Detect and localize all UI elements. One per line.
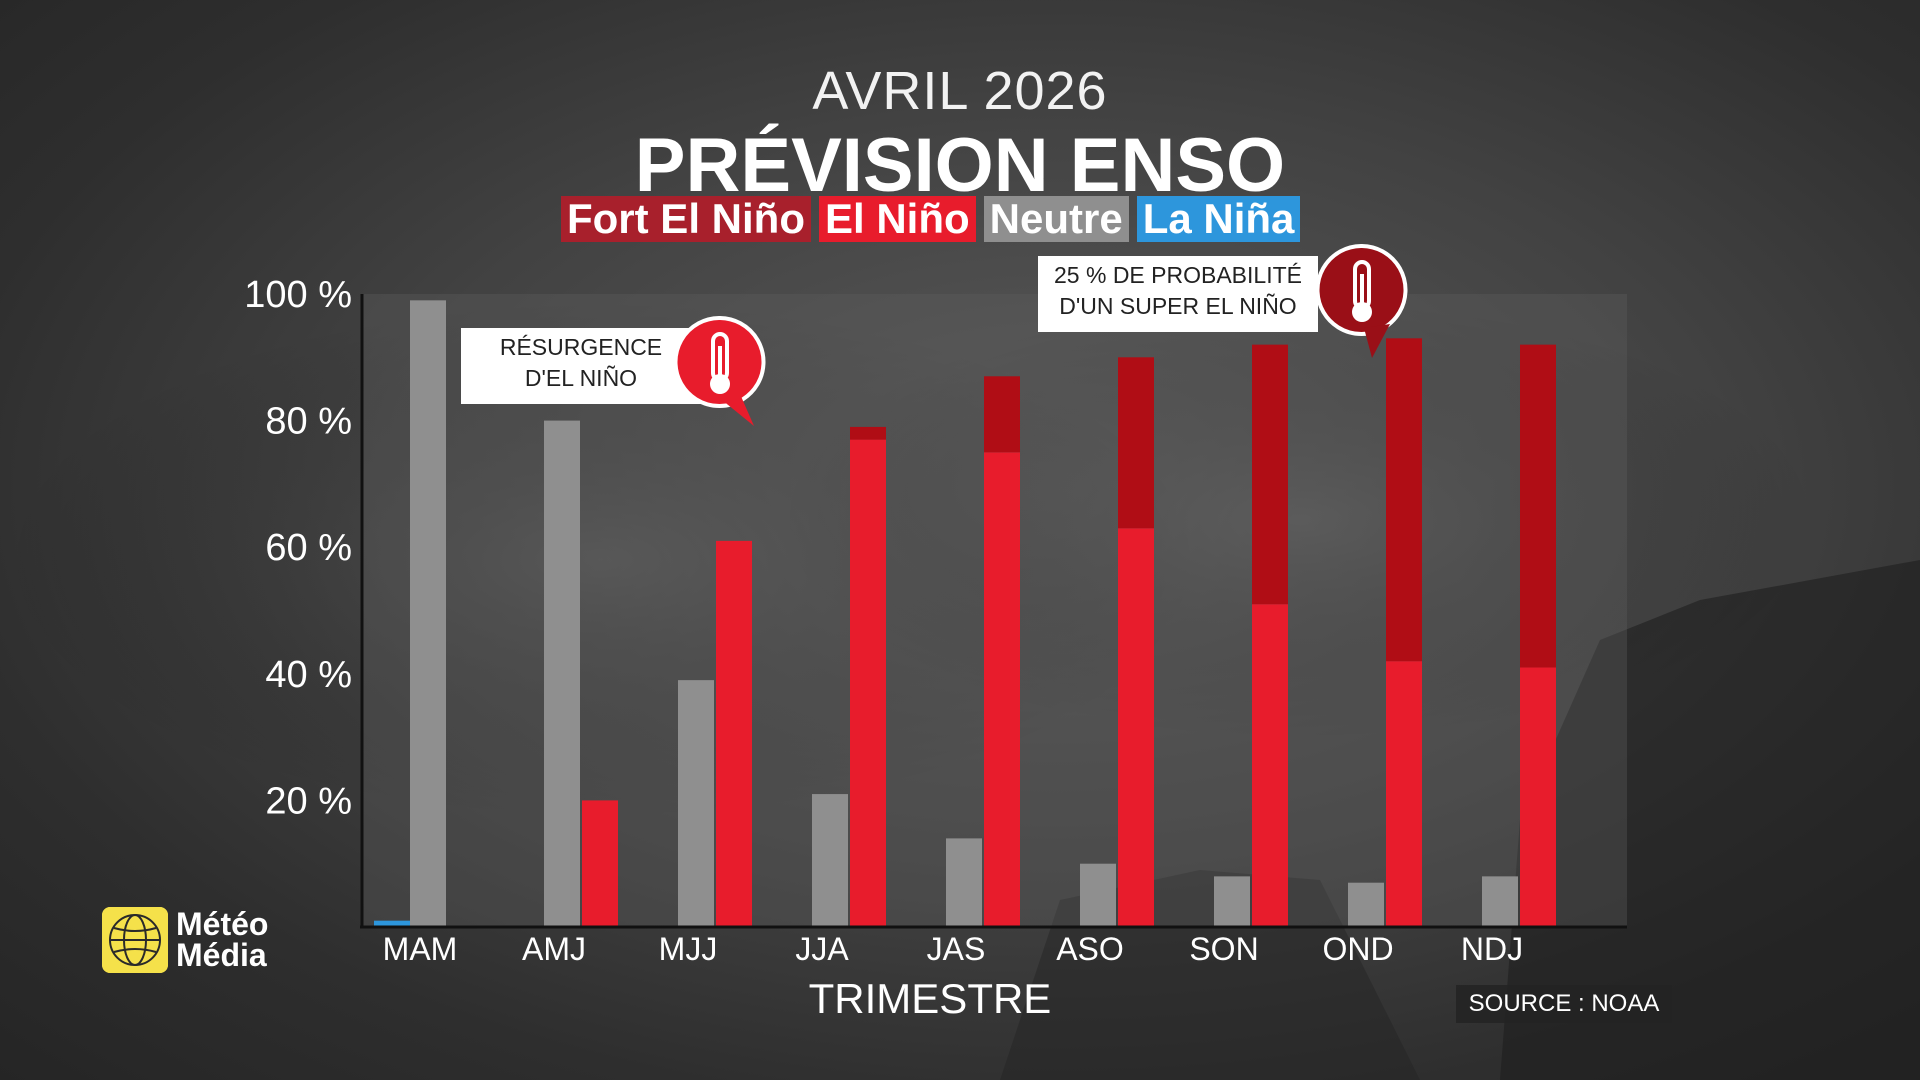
callout-resurgence: RÉSURGENCE D'EL NIÑO bbox=[461, 328, 701, 404]
source-label: SOURCE : NOAA bbox=[1456, 985, 1672, 1023]
globe-icon bbox=[102, 907, 168, 973]
x-tick-label: AMJ bbox=[522, 931, 586, 967]
bar-la-nina-mam bbox=[374, 920, 410, 927]
bar-el-nino-son bbox=[1252, 604, 1288, 927]
y-tick-label: 100 % bbox=[244, 274, 352, 316]
bar-el-nino-mjj bbox=[716, 540, 752, 927]
y-tick-label: 20 % bbox=[265, 780, 352, 822]
bar-neutre-mjj bbox=[678, 680, 714, 927]
bar-el-nino-ndj bbox=[1520, 667, 1556, 927]
bar-el-nino-jja bbox=[850, 439, 886, 927]
brand-name: Météo Média bbox=[176, 906, 269, 973]
bar-fort-el-nino-ndj bbox=[1520, 344, 1556, 668]
thermometer-icon bbox=[673, 316, 766, 426]
callout-super-el-nino: 25 % DE PROBABILITÉ D'UN SUPER EL NIÑO bbox=[1038, 256, 1318, 332]
y-tick-label: 80 % bbox=[265, 401, 352, 443]
meteomedia-logo: Météo Média bbox=[102, 907, 268, 973]
legend-item-el-nino: El Niño bbox=[818, 196, 976, 242]
bar-neutre-jas bbox=[946, 838, 982, 927]
bar-el-nino-aso bbox=[1118, 528, 1154, 927]
chart-subtitle: AVRIL 2026 bbox=[812, 61, 1108, 121]
bar-neutre-jja bbox=[812, 794, 848, 927]
callout-super-line2: D'UN SUPER EL NIÑO bbox=[1059, 293, 1297, 319]
legend-item-la-nina: La Niña bbox=[1136, 196, 1301, 242]
bar-neutre-ond bbox=[1348, 882, 1384, 927]
chart-legend: Fort El Niño El Niño Neutre La Niña bbox=[561, 196, 1301, 242]
bar-fort-el-nino-ond bbox=[1386, 338, 1422, 662]
bar-neutre-son bbox=[1214, 876, 1250, 927]
bar-neutre-aso bbox=[1080, 863, 1116, 927]
y-tick-label: 40 % bbox=[265, 654, 352, 696]
thermometer-icon bbox=[1315, 244, 1408, 358]
callout-resurgence-line2: D'EL NIÑO bbox=[524, 365, 638, 391]
brand-line1: Météo bbox=[176, 906, 269, 942]
x-axis-label: TRIMESTRE bbox=[808, 975, 1052, 1022]
x-tick-label: MJJ bbox=[659, 931, 718, 967]
chart-header: AVRIL 2026 PRÉVISION ENSO bbox=[0, 60, 1920, 204]
bar-fort-el-nino-son bbox=[1252, 344, 1288, 605]
callout-super-line1: 25 % DE PROBABILITÉ bbox=[1054, 262, 1302, 288]
bar-neutre-amj bbox=[544, 420, 580, 927]
bar-neutre-mam bbox=[410, 300, 446, 928]
x-tick-label: SON bbox=[1189, 931, 1258, 967]
x-tick-label: JJA bbox=[795, 931, 849, 967]
x-tick-label: MAM bbox=[383, 931, 458, 967]
y-tick-label: 60 % bbox=[265, 527, 352, 569]
bar-neutre-ndj bbox=[1482, 876, 1518, 927]
brand-line2: Média bbox=[176, 937, 267, 973]
legend-item-neutre: Neutre bbox=[983, 196, 1129, 242]
bar-el-nino-jas bbox=[984, 452, 1020, 927]
bar-el-nino-ond bbox=[1386, 661, 1422, 927]
bar-fort-el-nino-aso bbox=[1118, 357, 1154, 529]
callout-resurgence-line1: RÉSURGENCE bbox=[499, 334, 663, 360]
legend-item-fort-el-nino: Fort El Niño bbox=[561, 196, 811, 242]
bar-fort-el-nino-jja bbox=[850, 426, 886, 440]
bar-el-nino-amj bbox=[582, 800, 618, 927]
bar-fort-el-nino-jas bbox=[984, 376, 1020, 453]
chart-title: PRÉVISION ENSO bbox=[634, 123, 1286, 208]
x-tick-label: ASO bbox=[1056, 931, 1124, 967]
x-tick-label: JAS bbox=[927, 931, 986, 967]
x-tick-label: OND bbox=[1322, 931, 1393, 967]
x-tick-label: NDJ bbox=[1461, 931, 1523, 967]
